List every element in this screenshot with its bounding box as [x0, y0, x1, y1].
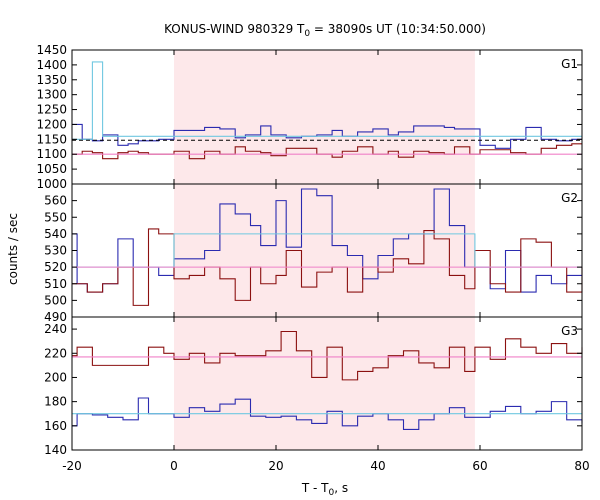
panel-label: G3 [561, 324, 578, 338]
panel-label: G1 [561, 57, 578, 71]
series-line-red [72, 330, 583, 381]
y-tick-label: 220 [44, 346, 67, 360]
y-tick-label: 490 [44, 310, 67, 324]
y-tick-label: 1050 [36, 162, 67, 176]
y-tick-label: 1150 [36, 132, 67, 146]
x-tick-label: -20 [62, 459, 82, 473]
chart-title: KONUS-WIND 980329 T0 = 38090s UT (10:34:… [164, 22, 486, 39]
chart-title-rest: = 38090s UT (10:34:50.000) [310, 22, 486, 36]
y-tick-label: 200 [44, 370, 67, 384]
y-tick-label: 1350 [36, 73, 67, 87]
svg-text:KONUS-WIND 980329 T0 = 38090s: KONUS-WIND 980329 T0 = 38090s UT (10:34:… [164, 22, 486, 39]
x-axis-label-main: T - T [301, 481, 329, 495]
chart-title-main: KONUS-WIND 980329 T [164, 22, 305, 36]
highlight-interval [174, 317, 475, 450]
panel-label: G2 [561, 191, 578, 205]
y-tick-label: 540 [44, 227, 67, 241]
y-tick-label: 240 [44, 322, 67, 336]
chart-title-sub: 0 [304, 29, 310, 39]
x-axis-label-sub: 0 [329, 488, 335, 498]
panel-g3: 140 160 180 200 220 240 G3 [44, 316, 583, 457]
x-axis-label: T - T0, s [301, 481, 348, 498]
y-tick-label: 1250 [36, 103, 67, 117]
x-tick-label: 20 [268, 459, 283, 473]
y-tick-label: 550 [44, 210, 67, 224]
y-tick-label: 510 [44, 277, 67, 291]
y-tick-label: 1300 [36, 88, 67, 102]
y-axis-label: counts / sec [6, 213, 20, 285]
y-tick-label: 1100 [36, 147, 67, 161]
y-tick-label: 500 [44, 293, 67, 307]
x-tick-label: 0 [170, 459, 178, 473]
y-tick-label: 530 [44, 244, 67, 258]
y-tick-label: 1400 [36, 58, 67, 72]
panel-g2: 490 500 510 520 530 540 550 560 G2 [44, 183, 583, 324]
y-tick-label: 140 [44, 443, 67, 457]
highlight-interval [174, 50, 475, 184]
y-tick-label: 1200 [36, 117, 67, 131]
x-tick-labels: -20 0 20 40 60 80 [62, 459, 589, 473]
svg-text:T - T0, s: T - T0, s [301, 481, 348, 498]
plot-panels: 1000105011001150120012501300135014001450… [36, 43, 589, 473]
y-tick-label: 1000 [36, 177, 67, 191]
y-tick-label: 520 [44, 260, 67, 274]
series-line-cyan [72, 61, 582, 140]
y-tick-label: 1450 [36, 43, 67, 57]
panel-frame [71, 316, 583, 451]
series-line-blue [72, 123, 582, 149]
x-tick-label: 60 [472, 459, 487, 473]
y-tick-label: 160 [44, 419, 67, 433]
y-tick-label: 560 [44, 194, 67, 208]
y-tick-label: 180 [44, 395, 67, 409]
highlight-interval [174, 184, 475, 317]
series-line-blue [72, 397, 583, 430]
x-axis-label-rest: , s [334, 481, 348, 495]
series-line-red [72, 228, 583, 306]
x-tick-label: 80 [574, 459, 589, 473]
x-tick-label: 40 [370, 459, 385, 473]
panel-g1: 1000105011001150120012501300135014001450… [36, 43, 583, 191]
